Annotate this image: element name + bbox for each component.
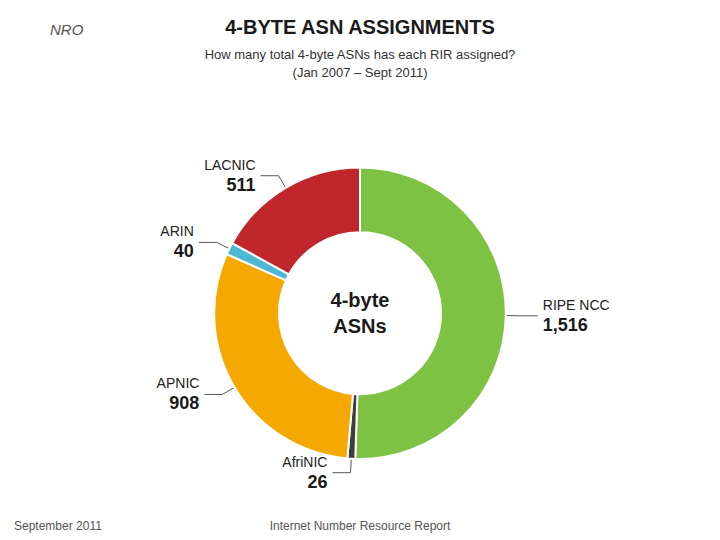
svg-text:APNIC: APNIC: [157, 375, 200, 391]
svg-text:ARIN: ARIN: [160, 223, 193, 239]
svg-text:September 2011: September 2011: [14, 519, 102, 533]
svg-text:908: 908: [169, 393, 199, 413]
svg-text:ASNs: ASNs: [333, 315, 386, 337]
svg-text:NRO: NRO: [50, 21, 84, 38]
svg-text:4-byte: 4-byte: [331, 289, 390, 311]
svg-text:1,516: 1,516: [543, 315, 588, 335]
svg-text:AfriNIC: AfriNIC: [282, 454, 327, 470]
svg-text:Internet Number Resource Repor: Internet Number Resource Report: [270, 519, 451, 533]
svg-text:(Jan 2007 – Sept 2011): (Jan 2007 – Sept 2011): [293, 65, 428, 80]
svg-text:How many total 4-byte ASNs has: How many total 4-byte ASNs has each RIR …: [205, 47, 516, 62]
svg-text:40: 40: [174, 241, 194, 261]
svg-text:4-BYTE ASN ASSIGNMENTS: 4-BYTE ASN ASSIGNMENTS: [225, 16, 495, 38]
svg-text:26: 26: [307, 472, 327, 492]
svg-text:511: 511: [226, 175, 255, 195]
svg-text:LACNIC: LACNIC: [204, 157, 255, 173]
svg-text:RIPE NCC: RIPE NCC: [543, 297, 610, 313]
